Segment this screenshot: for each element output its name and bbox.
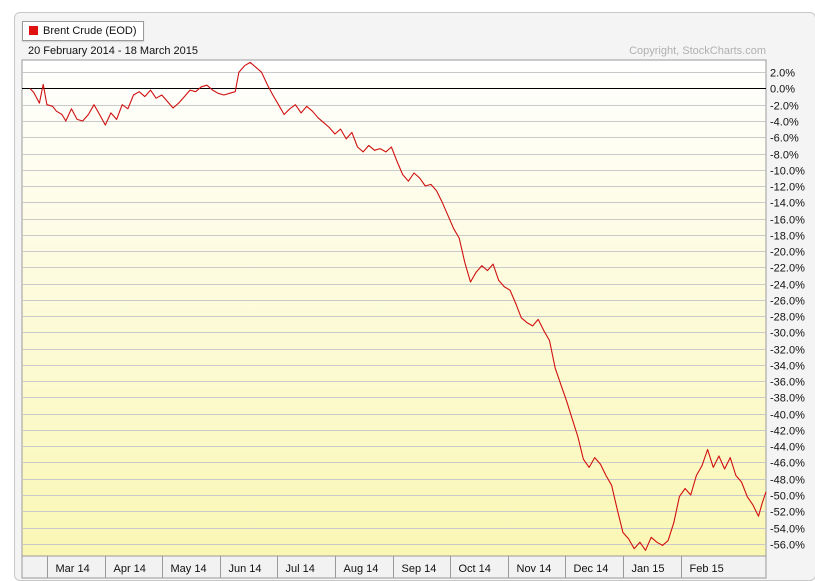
- y-tick-label: -8.0%: [770, 150, 799, 162]
- y-tick-label: -24.0%: [770, 280, 805, 292]
- x-tick-label: Nov 14: [517, 563, 552, 575]
- legend[interactable]: Brent Crude (EOD): [22, 21, 144, 41]
- grid-lines: [22, 72, 766, 545]
- y-tick-label: -42.0%: [770, 426, 805, 438]
- x-tick-label: Dec 14: [574, 563, 609, 575]
- x-tick-label: Oct 14: [459, 563, 491, 575]
- y-tick-label: -18.0%: [770, 231, 805, 243]
- y-tick-label: -16.0%: [770, 215, 805, 227]
- x-tick-label: May 14: [171, 563, 207, 575]
- y-tick-label: -36.0%: [770, 377, 805, 389]
- y-tick-label: -28.0%: [770, 312, 805, 324]
- y-tick-label: -12.0%: [770, 182, 805, 194]
- y-tick-label: -38.0%: [770, 393, 805, 405]
- x-tick-label: Jul 14: [286, 563, 315, 575]
- y-tick-label: -20.0%: [770, 247, 805, 259]
- y-tick-label: -10.0%: [770, 166, 805, 178]
- series-lines: [29, 61, 767, 551]
- date-range-label: 20 February 2014 - 18 March 2015: [28, 45, 198, 57]
- y-tick-label: -14.0%: [770, 198, 805, 210]
- y-tick-label: -40.0%: [770, 410, 805, 422]
- y-tick-label: 0.0%: [770, 84, 795, 96]
- y-tick-label: -56.0%: [770, 540, 805, 552]
- x-tick-label: Sep 14: [402, 563, 437, 575]
- x-tick-label: Jun 14: [229, 563, 262, 575]
- y-tick-label: -4.0%: [770, 117, 799, 129]
- y-tick-label: -26.0%: [770, 296, 805, 308]
- y-tick-label: -6.0%: [770, 133, 799, 145]
- x-tick-label: Mar 14: [56, 563, 90, 575]
- y-tick-label: 2.0%: [770, 68, 795, 80]
- y-tick-label: -46.0%: [770, 458, 805, 470]
- x-tick-label: Feb 15: [690, 563, 724, 575]
- copyright-label: Copyright, StockCharts.com: [629, 45, 766, 57]
- y-tick-label: -2.0%: [770, 101, 799, 113]
- y-tick-label: -48.0%: [770, 475, 805, 487]
- y-tick-label: -34.0%: [770, 361, 805, 373]
- x-tick-label: Jan 15: [632, 563, 665, 575]
- y-tick-label: -50.0%: [770, 491, 805, 503]
- x-tick-label: Aug 14: [344, 563, 379, 575]
- y-tick-label: -44.0%: [770, 442, 805, 454]
- y-axis-labels: 2.0% 0.0% -2.0% -4.0% -6.0% -8.0% -10.0% -12.0%…: [770, 68, 805, 552]
- y-tick-label: -52.0%: [770, 507, 805, 519]
- y-tick-label: -30.0%: [770, 328, 805, 340]
- legend-swatch: [29, 26, 38, 35]
- plot-area: [21, 59, 767, 557]
- y-tick-label: -54.0%: [770, 524, 805, 536]
- x-tick-label: Apr 14: [114, 563, 146, 575]
- y-tick-label: -32.0%: [770, 345, 805, 357]
- legend-label: Brent Crude (EOD): [43, 25, 137, 37]
- x-axis-labels: Mar 14 Apr 14 May 14 Jun 14 Jul 14 Aug 14 Sep …: [47, 556, 724, 578]
- y-tick-label: -22.0%: [770, 263, 805, 275]
- series-line: [29, 61, 767, 551]
